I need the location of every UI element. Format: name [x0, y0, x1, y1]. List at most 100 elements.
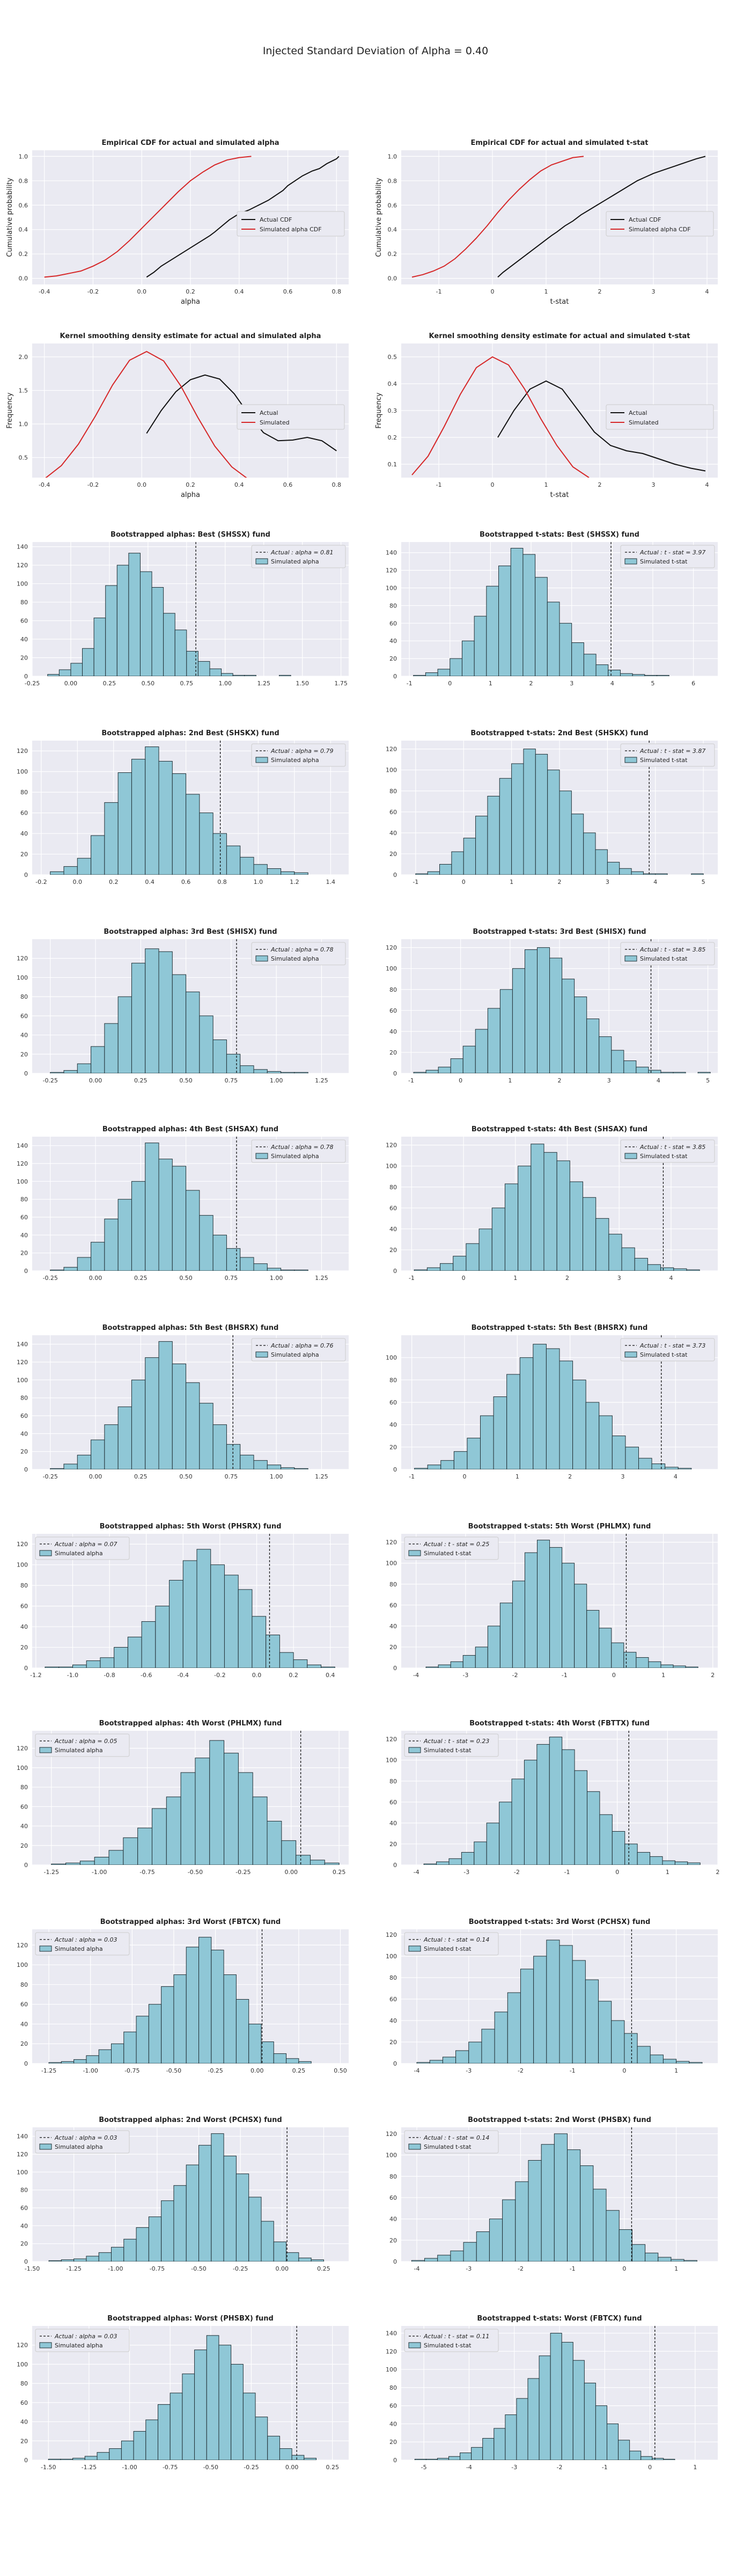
histogram-bar — [248, 2197, 262, 2262]
y-tick-label: 60 — [389, 2403, 397, 2410]
legend-label: Simulated alpha — [271, 757, 319, 764]
legend-label: Actual : t - stat = 0.25 — [423, 1541, 489, 1548]
histogram-bar — [148, 2004, 162, 2063]
x-tick-label: 3 — [606, 879, 609, 885]
histogram-bar — [644, 675, 658, 676]
histogram-bar — [416, 2062, 430, 2063]
histogram-bar — [141, 1621, 156, 1668]
x-tick-label: 2 — [565, 1275, 569, 1282]
x-tick-label: 0.8 — [332, 481, 342, 488]
y-tick-label: 20 — [20, 1448, 28, 1455]
legend-swatch — [408, 1945, 421, 1952]
x-tick-label: -1 — [564, 1869, 570, 1876]
histogram-bar — [674, 1861, 688, 1865]
series-line-simulated — [45, 350, 247, 478]
y-tick-label: 40 — [389, 638, 397, 645]
histogram-bar — [224, 1575, 239, 1668]
x-tick-label: 1 — [516, 1473, 519, 1480]
x-tick-label: 2 — [716, 1869, 720, 1876]
histogram-bar — [286, 2252, 299, 2262]
histogram-bar — [450, 658, 462, 676]
x-tick-label: -0.25 — [233, 2265, 248, 2272]
y-tick-label: 100 — [386, 965, 397, 972]
x-tick-label: 0.8 — [332, 288, 342, 295]
x-tick-label: 0.2 — [186, 481, 195, 488]
series-line-actual-cdf — [146, 156, 340, 278]
y-tick-label: 60 — [20, 1013, 28, 1020]
histogram-bar — [623, 1652, 637, 1668]
histogram-bar — [415, 873, 428, 875]
histogram-bar — [676, 2061, 690, 2063]
histogram-bar — [114, 1647, 128, 1668]
x-tick-label: 1.2 — [290, 879, 299, 885]
histogram-bar — [209, 1740, 225, 1865]
histogram-bar — [261, 2041, 274, 2063]
histogram-bar — [267, 1465, 282, 1469]
histogram-bar — [267, 1071, 282, 1073]
histogram-bar — [541, 2144, 555, 2262]
legend-label: Simulated t-stat — [640, 1351, 688, 1358]
histogram-bar — [569, 1181, 584, 1271]
histogram-bar — [524, 1552, 538, 1668]
histogram-bar — [209, 668, 222, 676]
histogram-bar — [63, 1267, 78, 1271]
histogram-bar — [145, 747, 159, 875]
x-tick-label: 6 — [691, 680, 695, 687]
histogram-bar — [662, 1860, 675, 1865]
legend: Actual CDF Simulated alpha CDF — [606, 211, 714, 237]
histogram-bar — [637, 1852, 651, 1865]
histogram-bar — [294, 1072, 308, 1073]
histogram-bar — [212, 1424, 227, 1469]
x-tick-label: -2 — [512, 1672, 518, 1679]
histogram-bar — [611, 2020, 625, 2063]
x-tick-label: 1.00 — [270, 1275, 283, 1282]
histogram-bar — [489, 2219, 503, 2262]
y-tick-label: 20 — [389, 1247, 397, 1254]
histogram-bar — [567, 2149, 581, 2262]
histogram-bar — [535, 577, 548, 676]
y-tick-label: 0.5 — [388, 354, 397, 361]
histogram-bar — [206, 2335, 219, 2460]
x-tick-label: 0 — [491, 481, 495, 488]
histogram-bar — [546, 1348, 560, 1469]
histogram-bar — [131, 963, 146, 1073]
histogram-bar — [474, 616, 487, 676]
histogram-bar — [252, 1796, 268, 1865]
y-tick-label: 100 — [17, 1562, 28, 1569]
x-tick-label: -0.50 — [191, 2265, 206, 2272]
y-tick-label: 140 — [17, 1143, 28, 1150]
histogram-bar — [645, 2252, 659, 2262]
histogram-bar — [650, 2054, 664, 2063]
histogram-bar — [426, 1267, 441, 1271]
y-tick-label: 0.3 — [388, 407, 397, 414]
x-tick-label: 0.25 — [317, 2265, 330, 2272]
histogram-bar — [218, 2345, 232, 2460]
x-tick-label: -2 — [557, 2464, 563, 2471]
histogram-bar — [683, 2260, 697, 2262]
histogram-bar — [166, 1796, 181, 1865]
x-tick-label: 1 — [489, 680, 492, 687]
y-tick-label: 120 — [17, 1541, 28, 1548]
histogram-bar — [411, 2260, 425, 2262]
histogram-bar — [612, 1436, 626, 1469]
x-tick-label: 0 — [648, 2464, 652, 2471]
histogram-bar — [104, 802, 119, 875]
x-tick-label: -0.4 — [39, 481, 50, 488]
y-tick-label: 80 — [20, 789, 28, 796]
histogram-bar — [240, 1065, 254, 1073]
legend-label: Simulated t-stat — [424, 2143, 472, 2150]
x-tick-label: 0.75 — [225, 1275, 238, 1282]
histogram-bar — [658, 2257, 672, 2262]
histogram-bar — [161, 1986, 174, 2063]
histogram-bar — [151, 1808, 167, 1865]
y-tick-label: 40 — [20, 1623, 28, 1630]
x-tick-label: 0.50 — [179, 1473, 193, 1480]
y-tick-label: 100 — [386, 1163, 397, 1170]
chart-bootstrapped-alphas-2nd-best-shskx-fund: -0.2 0.0 0.2 0.4 0.6 0.8 1.0 1.2 1.4 0 20 40 60 80 100… — [17, 729, 349, 885]
y-axis-label: Cumulative probability — [375, 178, 383, 257]
histogram-bar — [440, 1263, 454, 1271]
histogram-bar — [471, 2447, 483, 2460]
x-tick-label: 3 — [570, 680, 573, 687]
histogram-bar — [524, 1760, 538, 1865]
